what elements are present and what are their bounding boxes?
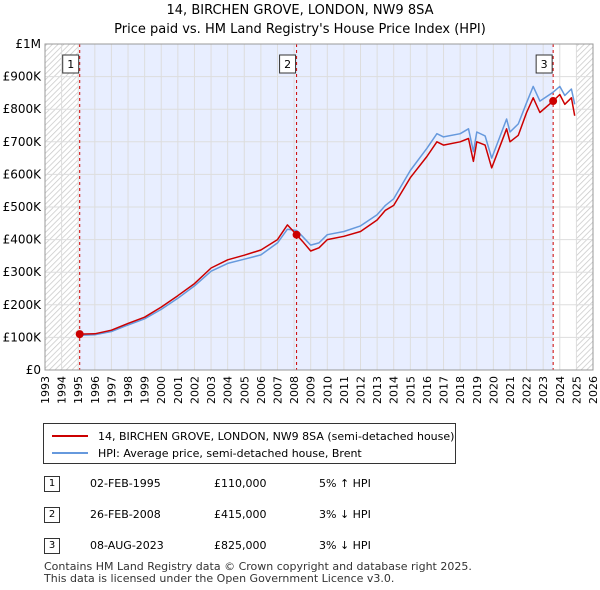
sale-point bbox=[75, 330, 84, 339]
sale-point bbox=[292, 230, 301, 239]
x-tick-label: 2013 bbox=[371, 376, 384, 404]
x-tick-label: 2023 bbox=[537, 376, 550, 404]
sale-hpi-diff: 3% ↓ HPI bbox=[319, 508, 371, 521]
x-tick-label: 1995 bbox=[72, 376, 85, 404]
legend-swatch-property bbox=[52, 435, 88, 437]
y-tick-label: £900K bbox=[3, 70, 43, 84]
x-tick-label: 2016 bbox=[421, 376, 434, 404]
x-tick-label: 2019 bbox=[471, 376, 484, 404]
legend-label-hpi: HPI: Average price, semi-detached house,… bbox=[98, 446, 362, 460]
chart-legend: 14, BIRCHEN GROVE, LONDON, NW9 8SA (semi… bbox=[43, 423, 456, 464]
x-tick-label: 2018 bbox=[454, 376, 467, 404]
x-tick-label: 2001 bbox=[172, 376, 185, 404]
y-tick-label: £700K bbox=[3, 135, 43, 149]
x-tick-label: 2005 bbox=[238, 376, 251, 404]
x-tick-label: 2010 bbox=[321, 376, 334, 404]
sale-marker-box bbox=[279, 54, 297, 74]
x-tick-label: 2026 bbox=[587, 376, 600, 404]
sale-marker-label: 2 bbox=[284, 58, 291, 71]
x-tick-label: 2020 bbox=[487, 376, 500, 404]
hpi-line bbox=[78, 85, 576, 337]
chart-title: 14, BIRCHEN GROVE, LONDON, NW9 8SA bbox=[166, 3, 434, 18]
x-tick-label: 1994 bbox=[56, 376, 69, 404]
sale-row: 1 02-FEB-1995 £110,000 5% ↑ HPI bbox=[44, 474, 464, 505]
sale-date: 08-AUG-2023 bbox=[90, 539, 164, 552]
x-tick-label: 2021 bbox=[504, 376, 517, 404]
sale-number: 1 bbox=[44, 476, 60, 492]
sale-number: 2 bbox=[44, 507, 60, 523]
sale-number: 3 bbox=[44, 538, 60, 554]
sale-price: £415,000 bbox=[214, 508, 267, 521]
x-tick-label: 2024 bbox=[554, 376, 567, 404]
y-tick-label: £600K bbox=[3, 167, 43, 181]
x-tick-label: 1997 bbox=[105, 376, 118, 404]
sale-marker-label: 3 bbox=[541, 58, 548, 71]
x-tick-label: 1996 bbox=[89, 376, 102, 404]
sale-marker-box bbox=[62, 54, 80, 74]
x-tick-label: 2004 bbox=[222, 376, 235, 404]
sale-row: 3 08-AUG-2023 £825,000 3% ↓ HPI bbox=[44, 536, 464, 567]
y-tick-label: £0 bbox=[26, 363, 41, 377]
y-tick-label: £500K bbox=[3, 200, 43, 214]
sale-date: 26-FEB-2008 bbox=[90, 508, 161, 521]
y-tick-label: £400K bbox=[3, 233, 43, 247]
x-tick-label: 2014 bbox=[388, 376, 401, 404]
sale-hpi-diff: 3% ↓ HPI bbox=[319, 539, 371, 552]
x-tick-label: 2011 bbox=[338, 376, 351, 404]
y-tick-label: £1M bbox=[15, 37, 41, 51]
legend-item-hpi: HPI: Average price, semi-detached house,… bbox=[52, 445, 362, 461]
x-tick-label: 2003 bbox=[205, 376, 218, 404]
x-tick-label: 2006 bbox=[255, 376, 268, 404]
x-tick-label: 1993 bbox=[39, 376, 52, 404]
x-tick-label: 2012 bbox=[355, 376, 368, 404]
x-tick-label: 1999 bbox=[139, 376, 152, 404]
legend-item-property: 14, BIRCHEN GROVE, LONDON, NW9 8SA (semi… bbox=[52, 428, 454, 444]
legend-label-property: 14, BIRCHEN GROVE, LONDON, NW9 8SA (semi… bbox=[98, 429, 455, 443]
x-tick-label: 1998 bbox=[122, 376, 135, 404]
y-tick-label: £200K bbox=[3, 298, 43, 312]
x-tick-label: 2022 bbox=[521, 376, 534, 404]
footer-copyright: Contains HM Land Registry data © Crown c… bbox=[44, 560, 472, 573]
sale-hpi-diff: 5% ↑ HPI bbox=[319, 477, 371, 490]
x-tick-label: 2000 bbox=[155, 376, 168, 404]
x-tick-label: 2008 bbox=[288, 376, 301, 404]
sale-date: 02-FEB-1995 bbox=[90, 477, 161, 490]
x-tick-label: 2017 bbox=[438, 376, 451, 404]
y-tick-label: £300K bbox=[3, 265, 43, 279]
property-price-line bbox=[79, 93, 576, 335]
chart-subtitle: Price paid vs. HM Land Registry's House … bbox=[114, 22, 486, 37]
y-tick-label: £800K bbox=[3, 102, 43, 116]
footer: Contains HM Land Registry data © Crown c… bbox=[44, 561, 472, 585]
x-tick-label: 2015 bbox=[404, 376, 417, 404]
legend-swatch-hpi bbox=[52, 452, 88, 454]
sales-table: 1 02-FEB-1995 £110,000 5% ↑ HPI 2 26-FEB… bbox=[44, 474, 464, 567]
sale-marker-box bbox=[535, 54, 553, 74]
x-tick-label: 2002 bbox=[188, 376, 201, 404]
x-tick-label: 2025 bbox=[570, 376, 583, 404]
x-tick-label: 2009 bbox=[305, 376, 318, 404]
sale-point bbox=[549, 97, 558, 106]
sale-row: 2 26-FEB-2008 £415,000 3% ↓ HPI bbox=[44, 505, 464, 536]
sale-marker-label: 1 bbox=[67, 58, 74, 71]
y-tick-label: £100K bbox=[3, 330, 43, 344]
sale-price: £110,000 bbox=[214, 477, 267, 490]
footer-licence: This data is licensed under the Open Gov… bbox=[44, 572, 395, 585]
price-chart: 1 2 3 £0 £100K £200K £300K £400K £500K £600K £700… bbox=[3, 37, 600, 404]
sale-price: £825,000 bbox=[214, 539, 267, 552]
x-tick-label: 2007 bbox=[271, 376, 284, 404]
plot-frame bbox=[44, 43, 594, 371]
